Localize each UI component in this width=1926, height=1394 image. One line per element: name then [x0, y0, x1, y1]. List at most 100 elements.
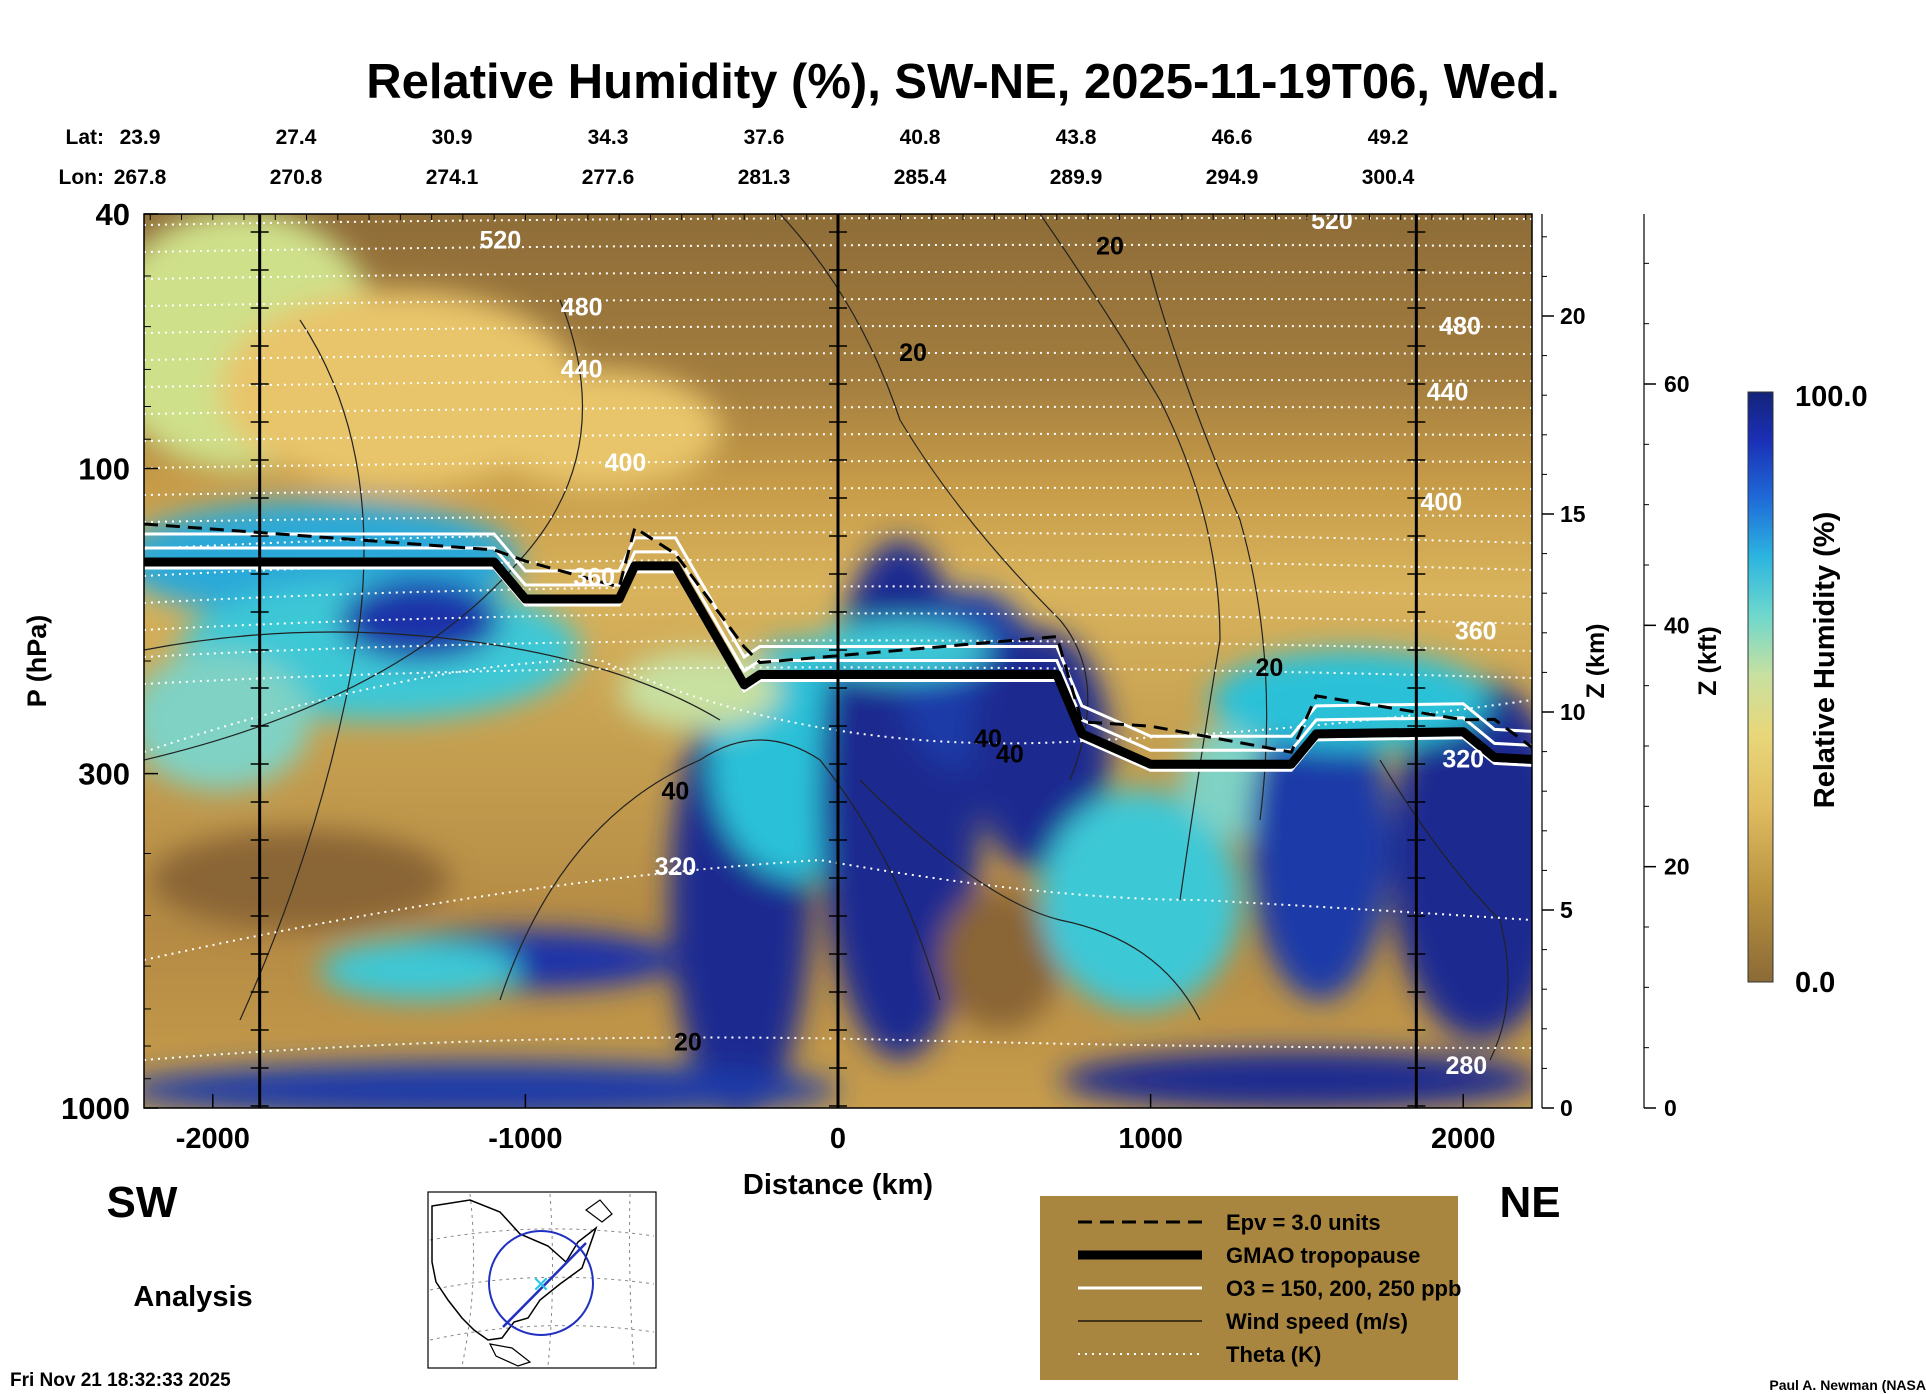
wind-label: 40: [996, 740, 1024, 768]
wind-contour: [239, 319, 365, 1021]
theta-label: 480: [561, 293, 603, 321]
lat-value: 46.6: [1212, 126, 1253, 149]
plot-area: 520480440400360320520480440400360320280 …: [144, 207, 1532, 1108]
x-tick-label: 1000: [1118, 1123, 1183, 1155]
y-tick-label: 40: [96, 197, 130, 232]
wind-label: 20: [899, 339, 927, 367]
wind-contour: [144, 631, 721, 721]
x-tick-label: 2000: [1431, 1123, 1496, 1155]
colorbar-min: 0.0: [1795, 967, 1835, 999]
y-axis-label: P (hPa): [22, 615, 52, 708]
z-km-tick-label: 15: [1560, 501, 1586, 527]
legend-label: O3 = 150, 200, 250 ppb: [1226, 1276, 1461, 1301]
lon-value: 267.8: [114, 166, 167, 189]
theta-label: 400: [605, 449, 647, 477]
legend-label: GMAO tropopause: [1226, 1243, 1420, 1268]
lat-value: 43.8: [1056, 126, 1097, 149]
tropopause: [144, 557, 1532, 769]
colorbar-label: Relative Humidity (%): [1809, 512, 1841, 809]
theta-label: 360: [1455, 618, 1497, 646]
legend: Epv = 3.0 units GMAO tropopause O3 = 150, …: [1040, 1196, 1461, 1380]
lon-label: Lon:: [59, 166, 104, 189]
wind-label: 20: [674, 1029, 702, 1057]
lat-value: 34.3: [588, 126, 629, 149]
wind-contour: [144, 299, 584, 761]
analysis-label: Analysis: [133, 1281, 252, 1313]
z-km-tick-label: 10: [1560, 699, 1586, 725]
lon-value: 274.1: [426, 166, 479, 189]
wind-label: 40: [662, 778, 690, 806]
theta-label: 320: [1442, 745, 1484, 773]
theta-label: 520: [1311, 207, 1353, 235]
wind-label: 40: [974, 725, 1002, 753]
direction-ne: NE: [1499, 1178, 1560, 1227]
wind-contour: [1379, 759, 1509, 1061]
z-kft-tick-label: 60: [1664, 371, 1690, 397]
theta-label: 360: [573, 563, 615, 591]
y-axis: 1000 300 100 40: [61, 197, 158, 1126]
z-km-axis: 0 5 10 15 20: [1541, 214, 1586, 1121]
y-tick-label: 1000: [61, 1091, 130, 1126]
x-tick-label: -2000: [176, 1123, 250, 1155]
lat-value: 23.9: [120, 126, 161, 149]
z-kft-axis: 0 20 40 60: [1643, 214, 1690, 1121]
credit: Paul A. Newman (NASA: [1769, 1377, 1926, 1393]
lat-value: 37.6: [744, 126, 785, 149]
lat-value: 30.9: [432, 126, 473, 149]
lon-value: 294.9: [1206, 166, 1259, 189]
epv-contour: [144, 522, 1532, 754]
wind-contour: [499, 739, 941, 1001]
ozone-contours: [144, 532, 1532, 772]
lon-value: 300.4: [1362, 166, 1415, 189]
lon-value: 285.4: [894, 166, 947, 189]
ozone-contour: [144, 566, 1532, 772]
legend-label: Theta (K): [1226, 1342, 1321, 1367]
z-km-tick-label: 20: [1560, 303, 1586, 329]
theta-label: 320: [655, 853, 697, 881]
svg-text:✕: ✕: [532, 1272, 550, 1297]
theta-label: 520: [480, 226, 522, 254]
wind-contour: [859, 779, 1201, 1021]
lon-value: 270.8: [270, 166, 323, 189]
y-tick-label: 300: [78, 757, 130, 792]
ozone-contour: [144, 532, 1532, 738]
theta-label: 440: [1427, 378, 1469, 406]
x-tick-label: 0: [830, 1123, 846, 1155]
theta-labels: 520 480 440 400 360 320 520 480 440 400 360 320 280: [480, 207, 1497, 1080]
z-kft-tick-label: 40: [1664, 612, 1690, 638]
lat-value: 40.8: [900, 126, 941, 149]
z-kft-tick-label: 20: [1664, 854, 1690, 880]
ozone-contour: [144, 546, 1532, 752]
lon-value: 281.3: [738, 166, 791, 189]
z-km-tick-label: 0: [1560, 1095, 1573, 1121]
tropopause-line: [144, 557, 1532, 769]
epv-line: [144, 522, 1532, 754]
timestamp: Fri Nov 21 18:32:33 2025: [10, 1370, 231, 1391]
theta-label: 400: [1420, 488, 1462, 516]
chart-title: Relative Humidity (%), SW-NE, 2025-11-19…: [366, 55, 1560, 109]
y-tick-label: 100: [78, 451, 130, 486]
z-kft-axis-label: Z (kft): [1694, 626, 1722, 695]
theta-label: 480: [1439, 313, 1481, 341]
colorbar: 100.0 0.0 Relative Humidity (%): [1747, 381, 1868, 999]
direction-sw: SW: [107, 1178, 178, 1227]
lat-lon-header: Lat: Lon: 23.9 267.8 27.4 270.8 30.9 274.1 34.…: [59, 126, 1415, 189]
theta-label: 440: [561, 355, 603, 383]
x-axis-label: Distance (km): [743, 1169, 933, 1201]
lon-value: 289.9: [1050, 166, 1103, 189]
lat-value: 49.2: [1368, 126, 1409, 149]
wind-label: 20: [1255, 654, 1283, 682]
wind-label: 20: [1096, 233, 1124, 261]
x-tick-label: -1000: [488, 1123, 562, 1155]
wind-contour: [1149, 269, 1268, 821]
x-axis: -2000 -1000 0 1000 2000: [149, 214, 1527, 1155]
z-km-axis-label: Z (km): [1582, 624, 1610, 699]
lat-label: Lat:: [66, 126, 105, 149]
theta-label: 280: [1445, 1052, 1487, 1080]
z-kft-tick-label: 0: [1664, 1095, 1677, 1121]
inset-map: ✕: [427, 1191, 657, 1369]
colorbar-max: 100.0: [1795, 381, 1868, 413]
lat-value: 27.4: [276, 126, 317, 149]
